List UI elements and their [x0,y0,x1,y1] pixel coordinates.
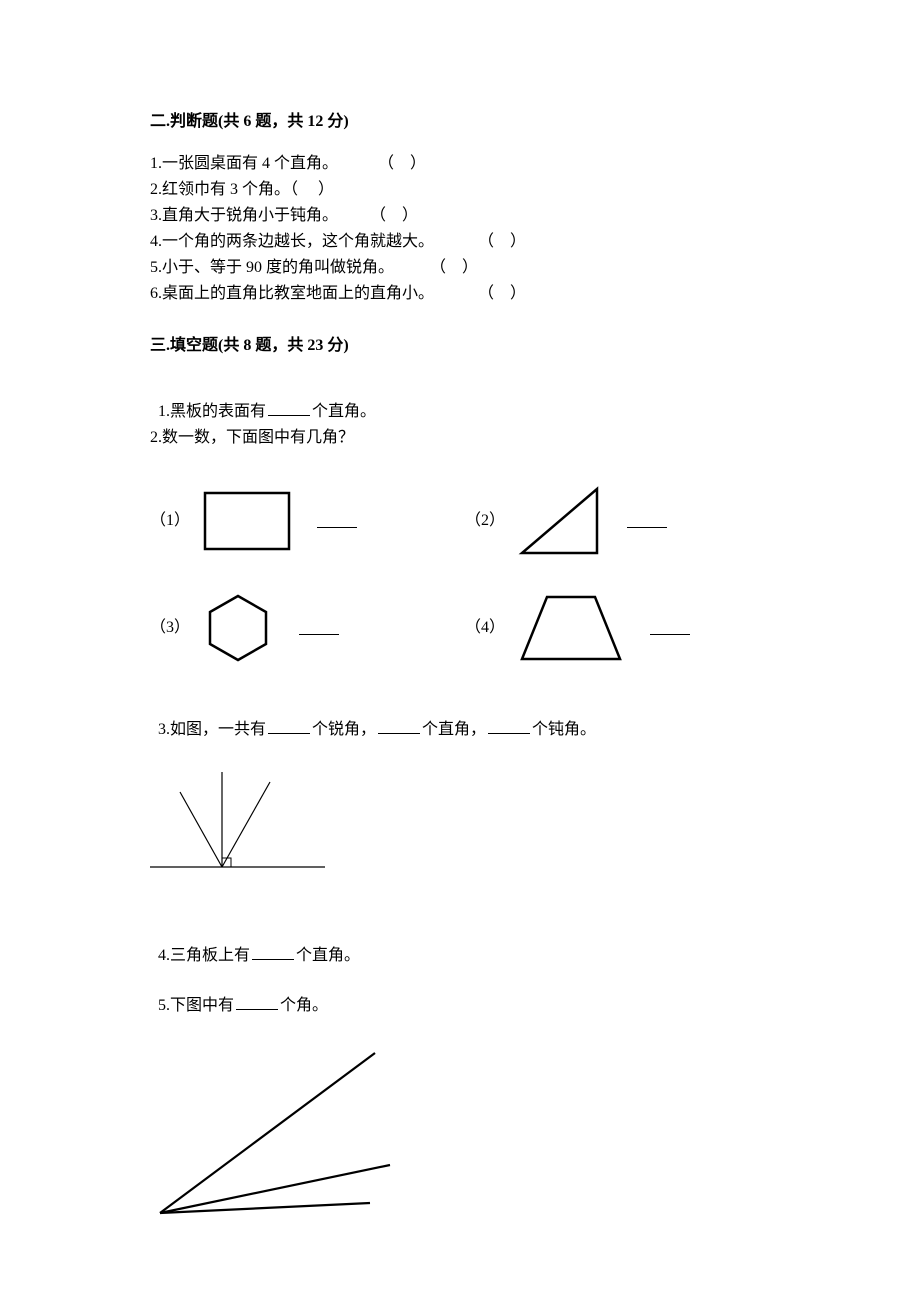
s3-q5: 5.下图中有 个角。 [150,970,770,1018]
s3-q2: 2.数一数，下面图中有几角？ [150,426,770,450]
s3-q3-mid2: 个直角， [422,721,486,738]
shape-4-label: （4） [465,616,505,640]
shape-group-1: （1） [150,490,455,552]
shape-group-3: （3） [150,592,455,664]
s3-q3: 3.如图，一共有 个锐角， 个直角， 个钝角。 [150,694,770,742]
s3-q4: 4.三角板上有 个直角。 [150,920,770,968]
angle-figure-block [150,767,770,885]
s3-q1: 1.黑板的表面有 个直角。 [150,376,770,424]
shape-3-label: （3） [150,616,190,640]
section-2-heading: 二.判断题(共 6 题，共 12 分) [150,110,770,134]
rectangle-shape [202,490,292,552]
blank [488,718,530,734]
blank [650,621,690,635]
trapezoid-shape [517,592,625,664]
shape-group-2: （2） [465,485,770,557]
s3-q1-pre: 1.黑板的表面有 [158,403,266,420]
s3-q3-post: 个钝角。 [532,721,596,738]
blank [378,718,420,734]
rays-figure-block [150,1043,770,1231]
shape-2-label: （2） [465,509,505,533]
s3-q5-post: 个角。 [280,997,328,1014]
shapes-row-1: （1） （2） [150,485,770,557]
s2-q6: 6.桌面上的直角比教室地面上的直角小。 （ ） [150,282,770,306]
s3-q1-post: 个直角。 [312,403,376,420]
s2-q5: 5.小于、等于 90 度的角叫做锐角。 （ ） [150,256,770,280]
s3-q4-post: 个直角。 [296,947,360,964]
s3-q4-pre: 4.三角板上有 [158,947,250,964]
shape-group-4: （4） [465,592,770,664]
rays-figure [150,1043,395,1223]
triangle-shape [517,485,602,557]
s3-q3-pre: 3.如图，一共有 [158,721,266,738]
s2-q1: 1.一张圆桌面有 4 个直角。 （ ） [150,152,770,176]
angle-figure [150,767,325,877]
blank [236,994,278,1010]
blank [317,514,357,528]
s2-q2: 2.红领巾有 3 个角。（ ） [150,178,770,202]
blank [627,514,667,528]
s3-q5-pre: 5.下图中有 [158,997,234,1014]
shape-1-label: （1） [150,509,190,533]
hexagon-shape [202,592,274,664]
s2-q4: 4.一个角的两条边越长，这个角就越大。 （ ） [150,230,770,254]
shapes-row-2: （3） （4） [150,592,770,664]
blank [268,400,310,416]
blank [268,718,310,734]
blank [299,621,339,635]
s3-q3-mid1: 个锐角， [312,721,376,738]
s2-q3: 3.直角大于锐角小于钝角。 （ ） [150,204,770,228]
section-3-heading: 三.填空题(共 8 题，共 23 分) [150,334,770,358]
blank [252,944,294,960]
